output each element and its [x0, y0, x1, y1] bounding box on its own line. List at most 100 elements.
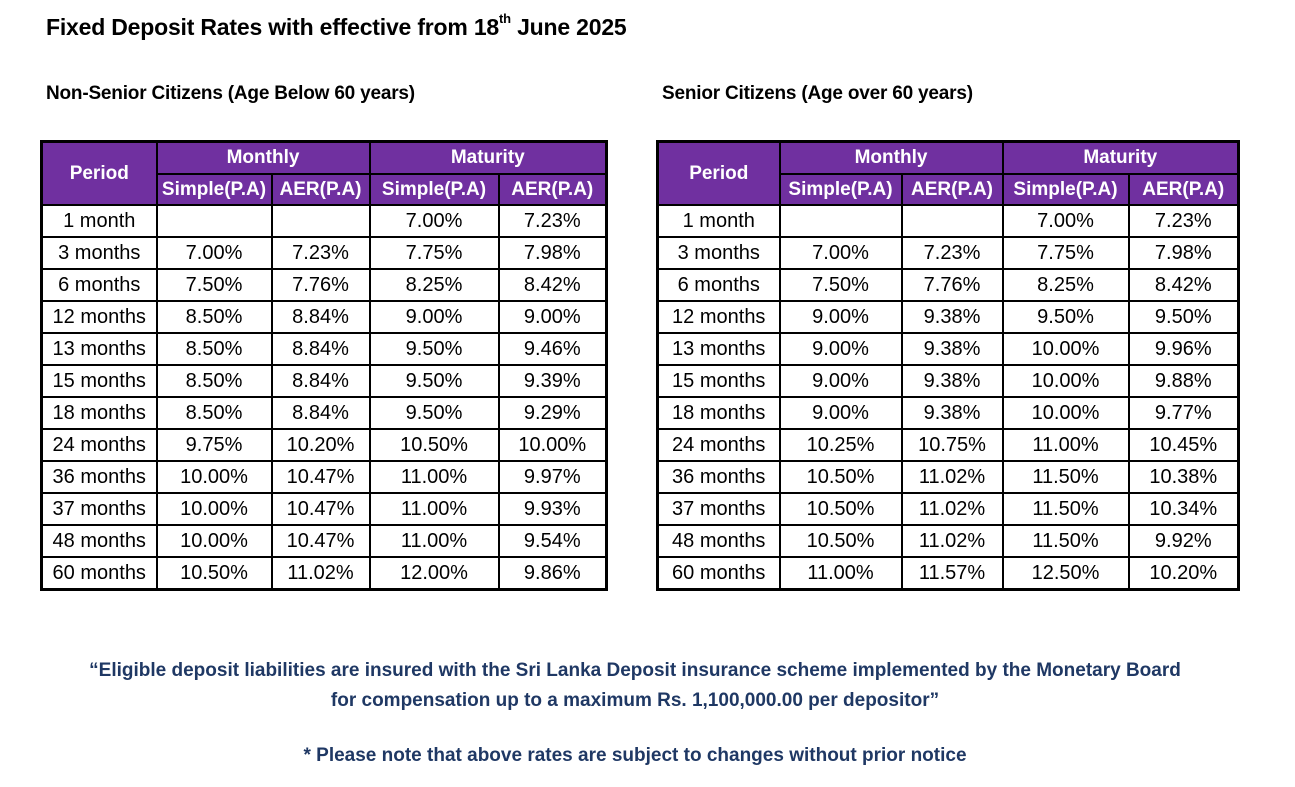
table-row: 13 months 9.00% 9.38% 10.00% 9.96%: [656, 332, 1240, 366]
senior-heading: Senior Citizens (Age over 60 years): [662, 83, 973, 104]
header-monthly-simple: Simple(P.A): [778, 173, 903, 206]
table-row: 36 months 10.00% 10.47% 11.00% 9.97%: [40, 460, 608, 494]
cell-mat-aer: 9.93%: [497, 492, 608, 526]
cell-m-aer: [900, 204, 1004, 238]
cell-m-aer: 11.57%: [900, 556, 1004, 591]
cell-mat-aer: 10.34%: [1127, 492, 1240, 526]
cell-period: 60 months: [40, 556, 158, 591]
cell-m-simple: 9.00%: [778, 332, 903, 366]
table-row: 12 months 9.00% 9.38% 9.50% 9.50%: [656, 300, 1240, 334]
table-row: 18 months 9.00% 9.38% 10.00% 9.77%: [656, 396, 1240, 430]
cell-mat-aer: 8.42%: [1127, 268, 1240, 302]
cell-m-aer: 8.84%: [270, 396, 371, 430]
cell-m-simple: [155, 204, 273, 238]
cell-mat-simple: 11.00%: [1001, 428, 1130, 462]
cell-mat-simple: 11.50%: [1001, 524, 1130, 558]
cell-m-simple: 7.50%: [778, 268, 903, 302]
cell-period: 1 month: [40, 204, 158, 238]
cell-mat-aer: 9.88%: [1127, 364, 1240, 398]
cell-m-aer: 7.23%: [900, 236, 1004, 270]
cell-mat-aer: 7.98%: [497, 236, 608, 270]
cell-mat-simple: 7.75%: [1001, 236, 1130, 270]
table-row: 37 months 10.00% 10.47% 11.00% 9.93%: [40, 492, 608, 526]
title-suffix: June 2025: [510, 14, 627, 40]
cell-mat-simple: 9.50%: [368, 364, 500, 398]
table-row: 37 months 10.50% 11.02% 11.50% 10.34%: [656, 492, 1240, 526]
cell-mat-aer: 9.54%: [497, 524, 608, 558]
cell-m-aer: [270, 204, 371, 238]
cell-mat-aer: 9.00%: [497, 300, 608, 334]
non-senior-heading: Non-Senior Citizens (Age Below 60 years): [46, 83, 415, 104]
senior-rates-table: Period Monthly Maturity Simple(P.A) AER(…: [656, 140, 1241, 591]
cell-period: 3 months: [656, 236, 781, 270]
cell-period: 24 months: [40, 428, 158, 462]
table-row: 3 months 7.00% 7.23% 7.75% 7.98%: [40, 236, 608, 270]
cell-mat-simple: 7.75%: [368, 236, 500, 270]
cell-m-simple: 10.00%: [155, 492, 273, 526]
table-row: 60 months 11.00% 11.57% 12.50% 10.20%: [656, 556, 1240, 591]
cell-mat-simple: 11.00%: [368, 492, 500, 526]
cell-mat-simple: 7.00%: [1001, 204, 1130, 238]
cell-mat-aer: 7.98%: [1127, 236, 1240, 270]
cell-m-simple: 10.25%: [778, 428, 903, 462]
cell-mat-aer: 9.46%: [497, 332, 608, 366]
cell-m-aer: 8.84%: [270, 300, 371, 334]
page-title: Fixed Deposit Rates with effective from …: [46, 11, 627, 41]
cell-period: 60 months: [656, 556, 781, 591]
cell-mat-aer: 10.20%: [1127, 556, 1240, 591]
cell-m-simple: 7.00%: [778, 236, 903, 270]
cell-m-simple: 10.00%: [155, 524, 273, 558]
cell-m-simple: 7.00%: [155, 236, 273, 270]
cell-period: 13 months: [40, 332, 158, 366]
cell-mat-simple: 10.00%: [1001, 396, 1130, 430]
cell-mat-simple: 10.50%: [368, 428, 500, 462]
cell-m-aer: 7.76%: [900, 268, 1004, 302]
cell-m-aer: 7.76%: [270, 268, 371, 302]
cell-m-aer: 10.47%: [270, 524, 371, 558]
non-senior-rows: 1 month 7.00% 7.23% 3 months 7.00% 7.23% 7.75%…: [40, 204, 608, 591]
header-monthly-aer: AER(P.A): [900, 173, 1004, 206]
cell-mat-simple: 11.00%: [368, 460, 500, 494]
cell-period: 1 month: [656, 204, 781, 238]
cell-m-aer: 8.84%: [270, 364, 371, 398]
cell-mat-simple: 9.00%: [368, 300, 500, 334]
insurance-note-line2: for compensation up to a maximum Rs. 1,1…: [330, 690, 940, 711]
table-row: 1 month 7.00% 7.23%: [656, 204, 1240, 238]
cell-m-aer: 11.02%: [270, 556, 371, 591]
cell-m-aer: 11.02%: [900, 460, 1004, 494]
table-row: 48 months 10.50% 11.02% 11.50% 9.92%: [656, 524, 1240, 558]
cell-m-aer: 9.38%: [900, 396, 1004, 430]
cell-mat-aer: 9.97%: [497, 460, 608, 494]
cell-m-aer: 10.47%: [270, 492, 371, 526]
header-maturity: Maturity: [1001, 140, 1240, 175]
insurance-note: “Eligible deposit liabilities are insure…: [0, 656, 1270, 716]
table-row: 3 months 7.00% 7.23% 7.75% 7.98%: [656, 236, 1240, 270]
header-maturity-simple: Simple(P.A): [368, 173, 500, 206]
table-row: 6 months 7.50% 7.76% 8.25% 8.42%: [656, 268, 1240, 302]
cell-period: 37 months: [656, 492, 781, 526]
cell-m-aer: 10.20%: [270, 428, 371, 462]
title-prefix: Fixed Deposit Rates with effective from …: [46, 14, 500, 40]
header-period: Period: [40, 140, 158, 206]
table-row: 18 months 8.50% 8.84% 9.50% 9.29%: [40, 396, 608, 430]
header-monthly-aer: AER(P.A): [270, 173, 371, 206]
cell-period: 18 months: [40, 396, 158, 430]
cell-mat-simple: 9.50%: [368, 332, 500, 366]
cell-mat-simple: 8.25%: [1001, 268, 1130, 302]
cell-m-simple: 9.75%: [155, 428, 273, 462]
cell-m-simple: 8.50%: [155, 332, 273, 366]
cell-mat-simple: 9.50%: [1001, 300, 1130, 334]
cell-mat-simple: 10.00%: [1001, 332, 1130, 366]
cell-m-simple: 10.00%: [155, 460, 273, 494]
cell-period: 3 months: [40, 236, 158, 270]
insurance-note-line1: “Eligible deposit liabilities are insure…: [89, 660, 1181, 681]
cell-mat-simple: 11.50%: [1001, 492, 1130, 526]
cell-m-simple: 8.50%: [155, 396, 273, 430]
cell-mat-simple: 12.00%: [368, 556, 500, 591]
cell-period: 18 months: [656, 396, 781, 430]
cell-period: 12 months: [656, 300, 781, 334]
header-maturity-aer: AER(P.A): [497, 173, 608, 206]
cell-m-aer: 10.47%: [270, 460, 371, 494]
cell-period: 48 months: [40, 524, 158, 558]
cell-mat-aer: 7.23%: [1127, 204, 1240, 238]
